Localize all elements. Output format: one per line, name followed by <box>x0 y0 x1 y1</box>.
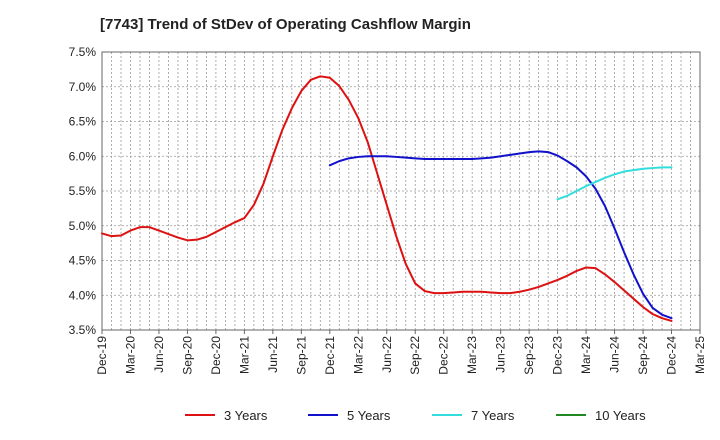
x-tick-label: Mar-20 <box>123 336 137 374</box>
chart-title: [7743] Trend of StDev of Operating Cashf… <box>100 16 471 33</box>
x-tick-label: Mar-23 <box>465 336 479 374</box>
x-tick-label: Sep-24 <box>636 336 650 375</box>
plot-frame <box>101 51 701 331</box>
x-tick-label: Mar-25 <box>693 336 707 374</box>
legend-label: 5 Years <box>347 408 391 423</box>
x-tick-label: Jun-23 <box>494 336 508 373</box>
series-layer <box>101 75 673 322</box>
grid-layer <box>101 51 701 331</box>
y-tick-label: 7.5% <box>69 45 97 59</box>
y-tick-label: 5.0% <box>69 219 97 233</box>
series-line-5-years <box>328 150 673 320</box>
x-tick-label: Dec-20 <box>209 336 223 375</box>
y-tick-label: 4.0% <box>69 288 97 302</box>
y-tick-label: 7.0% <box>69 80 97 94</box>
x-tick-label: Dec-19 <box>95 336 109 375</box>
x-tick-label: Jun-22 <box>380 336 394 373</box>
legend: 3 Years 5 Years 7 Years 10 Years <box>185 408 646 423</box>
x-tick-label: Sep-22 <box>408 336 422 375</box>
x-tick-label: Dec-22 <box>437 336 451 375</box>
x-tick-label: Mar-22 <box>351 336 365 374</box>
legend-label: 7 Years <box>471 408 515 423</box>
x-tick-label: Dec-21 <box>323 336 337 375</box>
y-tick-label: 6.5% <box>69 115 97 129</box>
x-tick-label: Sep-23 <box>522 336 536 375</box>
legend-label: 10 Years <box>595 408 646 423</box>
legend-label: 3 Years <box>224 408 268 423</box>
x-tick-label: Mar-21 <box>237 336 251 374</box>
y-tick-label: 5.5% <box>69 184 97 198</box>
x-tick-label: Jun-24 <box>608 336 622 373</box>
x-tick-label: Dec-23 <box>551 336 565 375</box>
x-tick-label: Dec-24 <box>665 336 679 375</box>
series-line-7-years <box>556 166 673 201</box>
y-tick-label: 6.0% <box>69 149 97 163</box>
x-tick-label: Sep-21 <box>294 336 308 375</box>
y-tick-label: 4.5% <box>69 254 97 268</box>
y-tick-label: 3.5% <box>69 323 97 337</box>
x-tick-label: Jun-21 <box>266 336 280 373</box>
x-tick-label: Mar-24 <box>579 336 593 374</box>
series-line-3-years <box>101 75 673 322</box>
x-tick-label: Sep-20 <box>180 336 194 375</box>
x-tick-label: Jun-20 <box>152 336 166 373</box>
axis-layer: 3.5% 4.0% 4.5% 5.0% 5.5% 6.0% 6.5% 7.0% 7.5% Dec-… <box>69 45 707 375</box>
